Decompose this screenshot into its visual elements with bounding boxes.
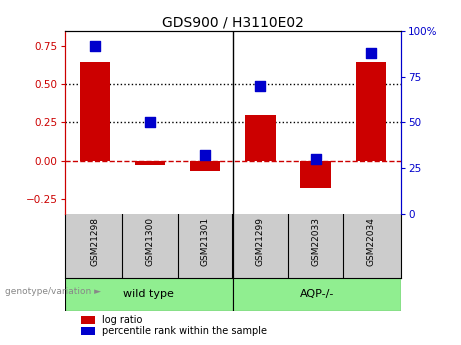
Bar <box>82 327 95 335</box>
Point <box>201 152 209 158</box>
Text: GSM21301: GSM21301 <box>201 217 210 266</box>
Text: GSM22033: GSM22033 <box>311 217 320 266</box>
Title: GDS900 / H3110E02: GDS900 / H3110E02 <box>162 16 304 30</box>
Point <box>257 83 264 89</box>
Text: percentile rank within the sample: percentile rank within the sample <box>101 326 266 336</box>
Bar <box>355 61 386 160</box>
Bar <box>135 160 165 165</box>
Bar <box>301 160 331 188</box>
Text: GSM22034: GSM22034 <box>366 217 375 266</box>
Point <box>146 120 154 125</box>
Point <box>367 50 374 56</box>
Bar <box>245 115 276 160</box>
Text: genotype/variation ►: genotype/variation ► <box>5 287 100 296</box>
Bar <box>190 160 220 171</box>
Text: AQP-/-: AQP-/- <box>300 289 334 299</box>
Bar <box>82 316 95 324</box>
FancyBboxPatch shape <box>233 278 401 311</box>
Text: GSM21298: GSM21298 <box>90 217 100 266</box>
Text: GSM21299: GSM21299 <box>256 217 265 266</box>
Point <box>91 43 99 48</box>
Text: GSM21300: GSM21300 <box>146 217 154 266</box>
Text: wild type: wild type <box>123 289 174 299</box>
Bar <box>80 61 110 160</box>
FancyBboxPatch shape <box>65 278 233 311</box>
Text: log ratio: log ratio <box>101 315 142 325</box>
Point <box>312 156 319 162</box>
